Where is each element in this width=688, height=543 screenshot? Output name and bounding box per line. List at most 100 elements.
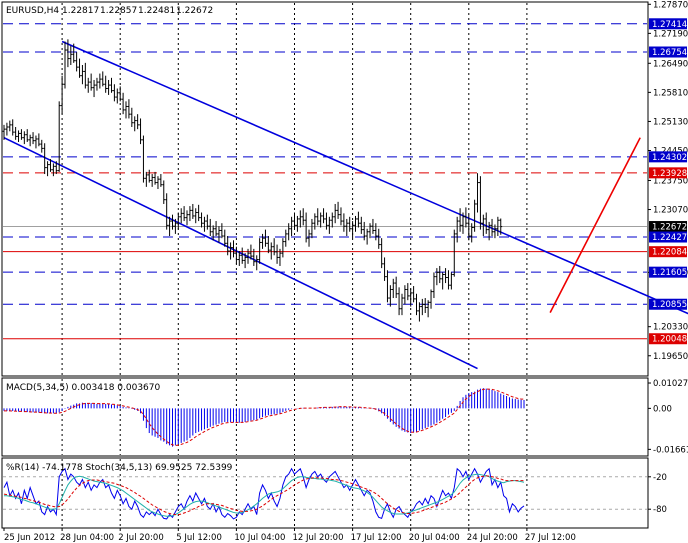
price-bar — [484, 212, 488, 234]
macd-panel-frame — [1, 377, 649, 457]
price-tick-label: 1.27870 — [653, 0, 688, 10]
price-bar — [493, 224, 497, 239]
price-bar — [406, 283, 410, 301]
price-bar — [290, 216, 293, 237]
price-bar — [336, 201, 340, 219]
price-tick-label: 1.26490 — [653, 59, 688, 69]
header-low: 1.22481 — [138, 6, 175, 16]
svg-text:1.24302: 1.24302 — [652, 153, 687, 163]
price-bar — [14, 127, 18, 140]
header-high: 1.22857 — [100, 6, 137, 16]
price-bar — [200, 212, 203, 228]
price-bar — [168, 216, 171, 237]
macd-tick-label: 0.00 — [653, 404, 672, 414]
price-bar — [144, 171, 148, 187]
price-bar — [83, 62, 87, 89]
price-bar — [409, 288, 413, 307]
price-bar — [22, 131, 26, 145]
oscillator-indicator — [3, 467, 647, 520]
price-bar — [66, 39, 70, 68]
price-bar — [176, 212, 180, 230]
price-bar — [377, 228, 381, 249]
price-tick-label: 1.27190 — [653, 29, 688, 39]
price-bar — [284, 229, 288, 247]
price-bar — [362, 221, 366, 241]
svg-text:1.22084: 1.22084 — [652, 248, 687, 258]
price-bar — [150, 174, 154, 187]
price-bar — [275, 244, 279, 264]
price-bar — [153, 171, 157, 185]
price-bar — [220, 223, 224, 239]
price-bar — [5, 122, 9, 136]
price-bar — [142, 135, 145, 183]
level-tag: 1.22672 — [649, 221, 687, 233]
header-close: 1.22672 — [176, 6, 213, 16]
price-bar — [72, 43, 76, 63]
price-bar — [464, 207, 468, 228]
price-bar — [252, 248, 256, 266]
price-bar — [391, 278, 395, 299]
price-bar — [420, 298, 424, 316]
price-bar — [133, 116, 137, 132]
price-bar — [107, 79, 110, 95]
price-bar — [115, 88, 119, 104]
svg-text:1.27414: 1.27414 — [652, 20, 687, 30]
price-bar — [351, 221, 354, 239]
price-bar — [223, 229, 227, 247]
price-bar — [473, 199, 477, 232]
price-bar — [429, 289, 433, 309]
price-bar — [354, 215, 357, 232]
price-bar — [287, 223, 291, 241]
svg-text:1.21605: 1.21605 — [652, 268, 687, 278]
level-tag: 1.21605 — [649, 266, 687, 278]
price-bar — [426, 300, 430, 318]
price-bar — [365, 228, 369, 245]
price-bar — [479, 176, 482, 230]
price-bar — [487, 221, 491, 241]
price-bar — [269, 242, 273, 260]
price-bar — [467, 214, 471, 241]
price-bar — [205, 214, 209, 230]
price-bar — [388, 285, 392, 307]
price-bar — [374, 223, 378, 241]
price-bar — [261, 233, 264, 249]
trend-line — [3, 136, 478, 370]
price-bar — [51, 163, 55, 177]
price-bar — [226, 236, 230, 256]
svg-text:1.22672: 1.22672 — [652, 223, 687, 233]
price-bar — [458, 208, 462, 232]
price-bar — [383, 257, 386, 281]
price-bar — [281, 238, 285, 258]
trend-line — [61, 40, 688, 315]
price-bar — [20, 129, 23, 140]
price-bar — [17, 130, 20, 142]
oscillator-panel-frame — [1, 457, 649, 529]
price-bar — [345, 218, 349, 237]
vertical-gridlines — [61, 3, 528, 527]
price-bar — [330, 212, 334, 228]
price-bar — [476, 173, 479, 213]
svg-text:1.23928: 1.23928 — [652, 169, 687, 179]
price-bar — [435, 268, 439, 286]
price-bar — [165, 193, 169, 230]
price-bar — [185, 210, 189, 226]
time-tick-label: 17 Jul 12:00 — [351, 533, 402, 543]
price-bar — [258, 238, 262, 264]
price-bar — [296, 215, 299, 232]
trend-line — [549, 137, 641, 313]
price-bar — [455, 216, 459, 243]
svg-text:1.20855: 1.20855 — [652, 300, 687, 310]
level-tag: 1.24302 — [649, 151, 687, 163]
price-bar — [249, 244, 253, 260]
price-tick-label: 1.25130 — [653, 117, 688, 127]
stoch-signal-line — [3, 475, 524, 516]
price-bar — [412, 286, 416, 303]
price-bar — [11, 119, 15, 136]
price-bar — [34, 135, 38, 149]
price-bar — [121, 92, 125, 115]
price-bar — [78, 58, 81, 78]
price-bar — [319, 212, 323, 228]
price-tick-label: 1.23070 — [653, 206, 688, 216]
price-bar — [452, 229, 456, 277]
price-bar — [325, 212, 328, 230]
